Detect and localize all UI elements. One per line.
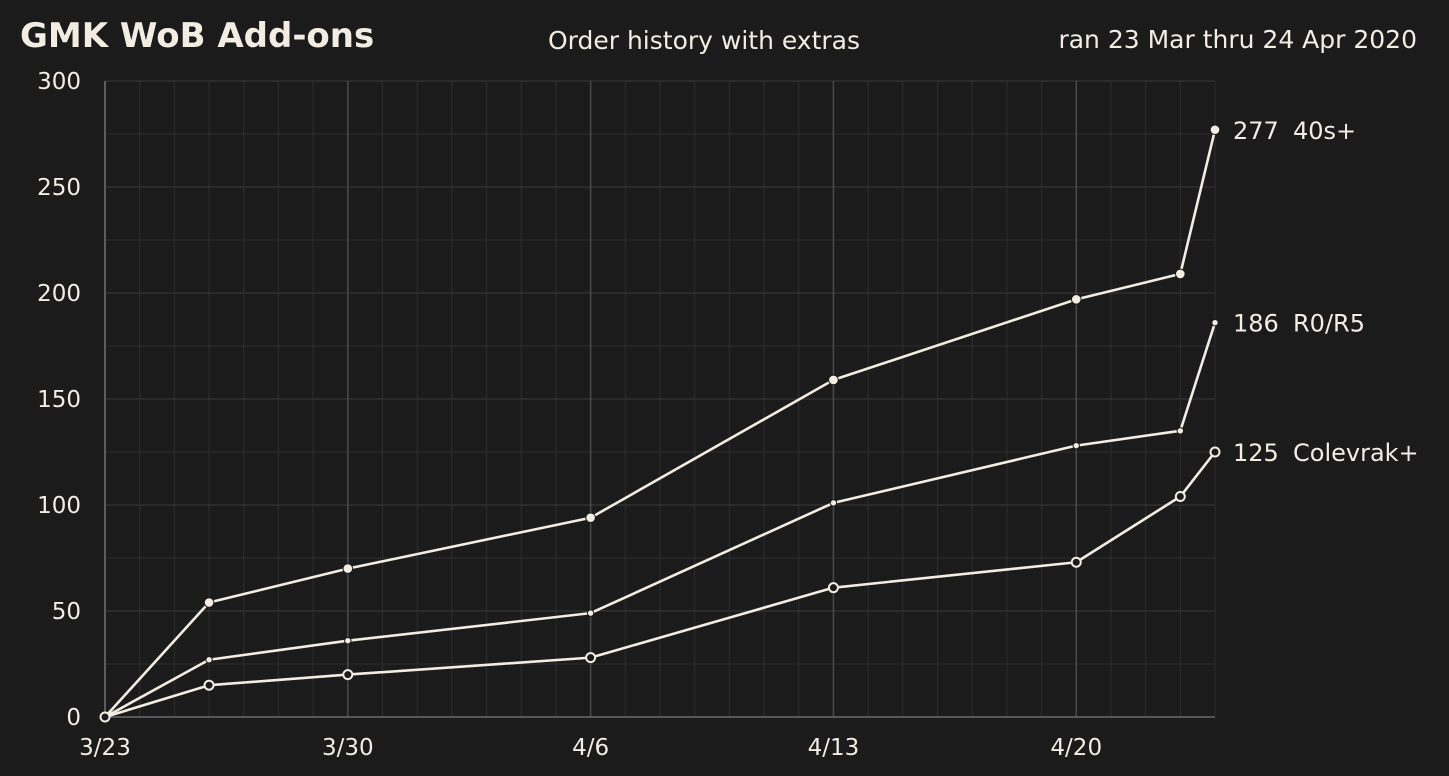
data-point: [1176, 427, 1185, 435]
data-point: [342, 669, 354, 681]
y-tick-label: 100: [37, 493, 81, 519]
data-point: [205, 656, 213, 664]
data-point: [1209, 124, 1221, 136]
x-tick-label: 4/6: [572, 735, 609, 761]
data-point: [1211, 318, 1219, 327]
data-point: [1209, 446, 1221, 458]
series-name: 40s+: [1293, 117, 1356, 145]
series-group: [99, 124, 1221, 723]
series-line: [104, 129, 1217, 718]
series-line: [104, 322, 1217, 719]
y-tick-label: 200: [37, 281, 81, 307]
series-end-value: 125: [1233, 439, 1279, 467]
x-tick-label: 3/23: [79, 735, 131, 761]
x-tick-label: 4/13: [808, 735, 860, 761]
y-tick-label: 150: [37, 387, 81, 413]
data-point: [1175, 268, 1186, 280]
series-end-value: 277: [1233, 117, 1279, 145]
data-point: [585, 512, 596, 524]
data-point: [99, 711, 111, 723]
series-line: [104, 451, 1217, 719]
series-name: Colevrak+: [1293, 439, 1419, 467]
data-point: [1072, 441, 1080, 450]
data-point: [586, 609, 595, 617]
data-point: [342, 563, 354, 574]
data-point: [203, 597, 215, 608]
data-point: [585, 652, 597, 664]
grid: [104, 80, 1216, 718]
data-point: [1070, 556, 1082, 568]
y-tick-label: 300: [37, 69, 81, 95]
series-end-value: 186: [1233, 310, 1279, 338]
chart-subtitle: Order history with extras: [548, 26, 860, 55]
data-point: [344, 636, 352, 645]
end-labels: 277 40s+ 186 R0/R5 125 Colevrak+: [1233, 117, 1419, 467]
axes: 0 50 100 150 200 250 300 3/23 3/30 4/6 4/13 4/20: [37, 69, 1215, 761]
data-point: [1174, 491, 1186, 503]
data-point: [828, 374, 839, 386]
date-range: ran 23 Mar thru 24 Apr 2020: [1058, 25, 1417, 54]
data-point: [1070, 294, 1082, 305]
series-name: R0/R5: [1293, 310, 1365, 338]
y-tick-label: 50: [52, 599, 81, 625]
data-point: [203, 679, 215, 691]
y-tick-label: 250: [37, 175, 81, 201]
x-tick-label: 3/30: [322, 735, 374, 761]
x-tick-label: 4/20: [1050, 735, 1102, 761]
data-point: [829, 499, 838, 507]
y-tick-label: 0: [66, 705, 81, 731]
chart-title: GMK WoB Add-ons: [20, 16, 374, 56]
data-point: [827, 582, 839, 594]
